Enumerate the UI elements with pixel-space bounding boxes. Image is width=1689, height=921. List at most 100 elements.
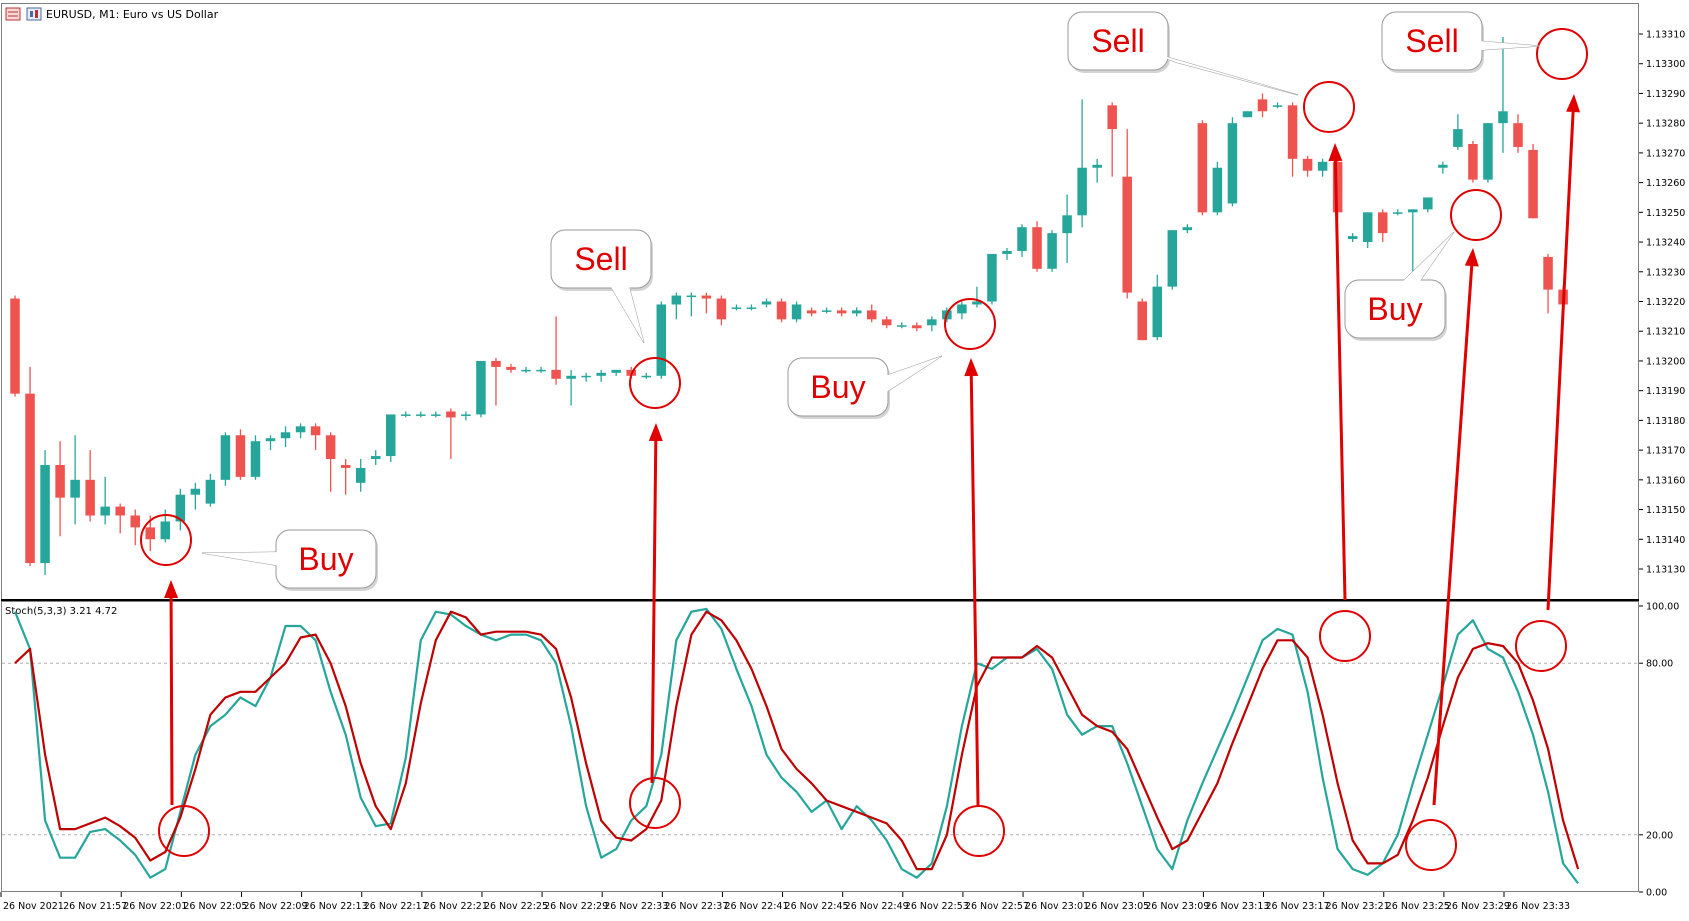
candle-body (175, 494, 186, 522)
price-axis: 1.13130 1.13140 1.13150 1.13160 1.13170 1.131… (1639, 30, 1685, 576)
candle (1077, 99, 1087, 228)
signal-circle (944, 298, 996, 350)
candle-body (821, 310, 832, 312)
time-tick-label: 26 Nov 22:45 (785, 901, 849, 912)
candle (897, 322, 907, 329)
time-tick-label: 26 Nov 23:17 (1266, 901, 1330, 912)
candle (295, 423, 306, 439)
price-tick-label: 1.13250 (1646, 208, 1685, 219)
candle-body (881, 319, 892, 326)
signal-arrow (1432, 248, 1479, 806)
candle-body (461, 414, 471, 416)
candle (1347, 233, 1358, 243)
price-tick-label: 1.13280 (1646, 119, 1685, 130)
candle-body (416, 414, 426, 416)
candle (1498, 36, 1508, 153)
price-tick-label: 1.13200 (1646, 356, 1685, 367)
candle (1453, 114, 1463, 150)
candle (1092, 158, 1102, 183)
candle (205, 473, 216, 507)
arrow-head (164, 580, 179, 599)
candle (596, 369, 606, 382)
arrow-head (1566, 94, 1581, 113)
candle-body (1317, 161, 1328, 171)
candle-body (897, 325, 907, 327)
candle-body (836, 310, 847, 314)
candle-body (130, 515, 140, 528)
candle-body (100, 506, 110, 516)
time-tick-label: 26 Nov 23:29 (1446, 901, 1510, 912)
signal-arrow (964, 358, 980, 806)
candle-body (746, 307, 757, 309)
callout-box (1344, 279, 1446, 339)
price-tick-label: 1.13160 (1646, 475, 1685, 486)
price-tick-label: 1.13290 (1646, 89, 1685, 100)
sell-label: Sell (1405, 23, 1458, 59)
time-tick-label: 26 Nov 23:13 (1205, 901, 1269, 912)
signal-circle (140, 514, 192, 566)
stochastic-tick-label: 80.00 (1646, 659, 1673, 670)
candle-body (1122, 176, 1132, 293)
candle (1377, 209, 1388, 243)
candle-body (716, 298, 727, 320)
candle-body (551, 369, 561, 379)
candle-body (1212, 167, 1223, 213)
candle (190, 482, 201, 510)
candle-body (671, 295, 682, 305)
candle-body (972, 301, 982, 305)
candle-body (491, 360, 501, 367)
candle (340, 459, 351, 495)
time-tick-label: 26 Nov 22:09 (243, 901, 307, 912)
candle (957, 301, 967, 320)
candle (1317, 158, 1328, 177)
candle-body (190, 488, 201, 495)
signal-circle (1319, 610, 1371, 662)
time-tick-label: 26 Nov 22:37 (664, 901, 728, 912)
candlestick-series (10, 36, 1568, 575)
candle (581, 372, 591, 382)
time-tick-label: 26 Nov 23:33 (1506, 901, 1570, 912)
candle (446, 408, 456, 460)
candle-body (386, 414, 396, 457)
signal-circle (629, 777, 681, 829)
sell-callout: Sell (1381, 11, 1541, 73)
candle (325, 432, 336, 492)
signal-circle (1536, 28, 1588, 80)
callout-box (1381, 11, 1483, 71)
candle-body (310, 426, 321, 436)
candle-body (581, 375, 591, 378)
sell-callout: Sell (550, 229, 653, 344)
candle-body (55, 464, 65, 498)
candle (1257, 93, 1268, 118)
candle-body (1453, 129, 1463, 147)
candle (401, 411, 411, 418)
time-tick-label: 26 Nov 22:29 (544, 901, 608, 912)
buy-callout: Buy (1344, 231, 1455, 341)
candle (355, 459, 366, 492)
candle (1137, 298, 1147, 341)
candle-body (355, 467, 366, 483)
candle (1528, 143, 1538, 219)
candle-body (1483, 123, 1493, 180)
time-tick-label: 26 Nov 22:01 (123, 901, 187, 912)
candle (416, 411, 426, 418)
candle (927, 316, 937, 332)
candle (641, 372, 652, 379)
time-tick-label: 26 Nov 2021 (3, 901, 64, 912)
candle (866, 304, 877, 323)
candle (701, 292, 712, 314)
callout-box (550, 229, 652, 289)
candle-body (70, 479, 80, 498)
candle (115, 503, 125, 534)
candle (1513, 114, 1523, 153)
buy-label: Buy (298, 541, 353, 577)
arrow-head (964, 358, 979, 377)
candle-body (866, 310, 877, 320)
price-tick-label: 1.13310 (1646, 30, 1685, 41)
candle-body (1152, 286, 1163, 338)
candle-body (1543, 256, 1553, 290)
stochastic-signal-line (14, 610, 1580, 871)
arrow-head (648, 423, 663, 442)
